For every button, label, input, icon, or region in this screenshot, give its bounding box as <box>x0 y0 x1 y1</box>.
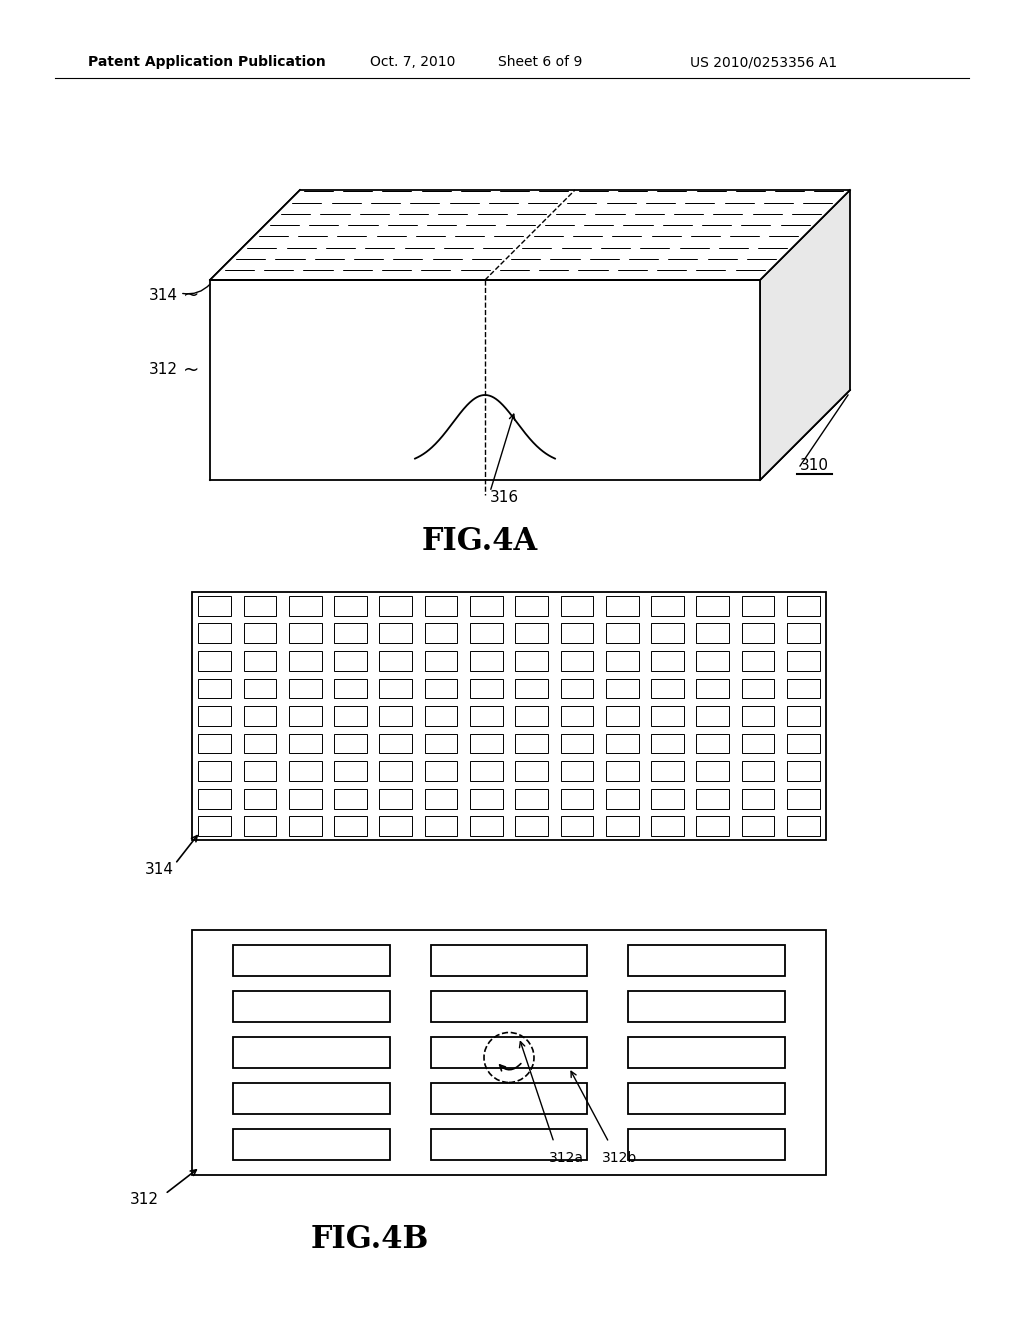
Text: Patent Application Publication: Patent Application Publication <box>88 55 326 69</box>
Polygon shape <box>760 190 850 480</box>
Text: FIG.4A: FIG.4A <box>422 527 538 557</box>
Text: US 2010/0253356 A1: US 2010/0253356 A1 <box>690 55 838 69</box>
Polygon shape <box>210 190 850 280</box>
Text: 312: 312 <box>130 1192 159 1208</box>
Text: 310: 310 <box>800 458 829 474</box>
Text: Sheet 6 of 9: Sheet 6 of 9 <box>498 55 583 69</box>
Text: ~: ~ <box>183 360 200 380</box>
Text: ~: ~ <box>183 285 200 305</box>
Text: 314: 314 <box>150 288 178 302</box>
Text: 314: 314 <box>145 862 174 878</box>
Text: Oct. 7, 2010: Oct. 7, 2010 <box>370 55 456 69</box>
Text: 316: 316 <box>490 491 519 506</box>
Text: 312b: 312b <box>602 1151 637 1164</box>
Text: FIG.4B: FIG.4B <box>311 1225 429 1255</box>
Text: 312a: 312a <box>549 1151 584 1164</box>
Polygon shape <box>210 280 760 480</box>
Text: 312: 312 <box>150 363 178 378</box>
